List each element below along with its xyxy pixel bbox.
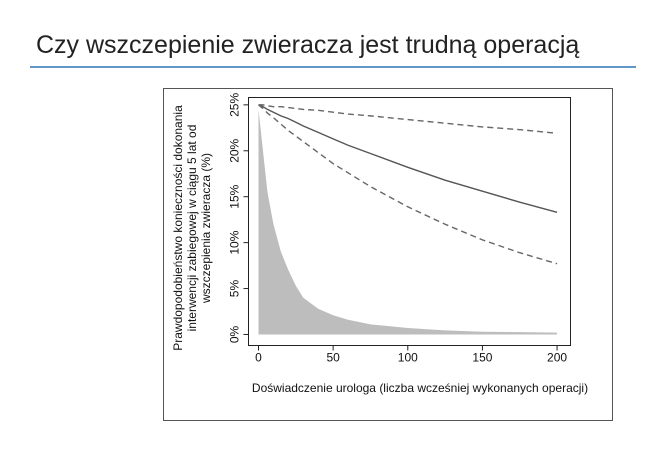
slide-title: Czy wszczepienie zwieracza jest trudną o…	[36, 31, 579, 59]
plot-area	[248, 97, 571, 346]
y-tick-label: 25%	[228, 93, 242, 117]
line	[258, 104, 558, 213]
y-tick-label: 0%	[228, 325, 242, 343]
y-tick-label: 15%	[228, 184, 242, 208]
y-tick-label: 20%	[228, 138, 242, 162]
x-tick-label: 100	[398, 351, 418, 365]
x-tick-label: 200	[547, 351, 567, 365]
area	[258, 109, 558, 335]
line	[258, 104, 558, 135]
x-tick-label: 50	[326, 351, 340, 365]
x-tick-label: 150	[472, 351, 492, 365]
y-tick-label: 10%	[228, 230, 242, 254]
y-axis-label: wszczepienia zwieracza (%)	[199, 153, 213, 304]
x-axis-label: Doświadczenie urologa (liczba wcześniej …	[252, 381, 588, 395]
x-tick-label: 0	[255, 351, 262, 365]
y-axis-label: interwencji zabiegowej w ciągu 5 lat od	[185, 125, 199, 332]
chart-frame	[163, 88, 613, 421]
y-tick-label: 5%	[228, 280, 242, 298]
y-axis-label: Prawdopodobieństwo konieczności dokonani…	[171, 105, 185, 351]
